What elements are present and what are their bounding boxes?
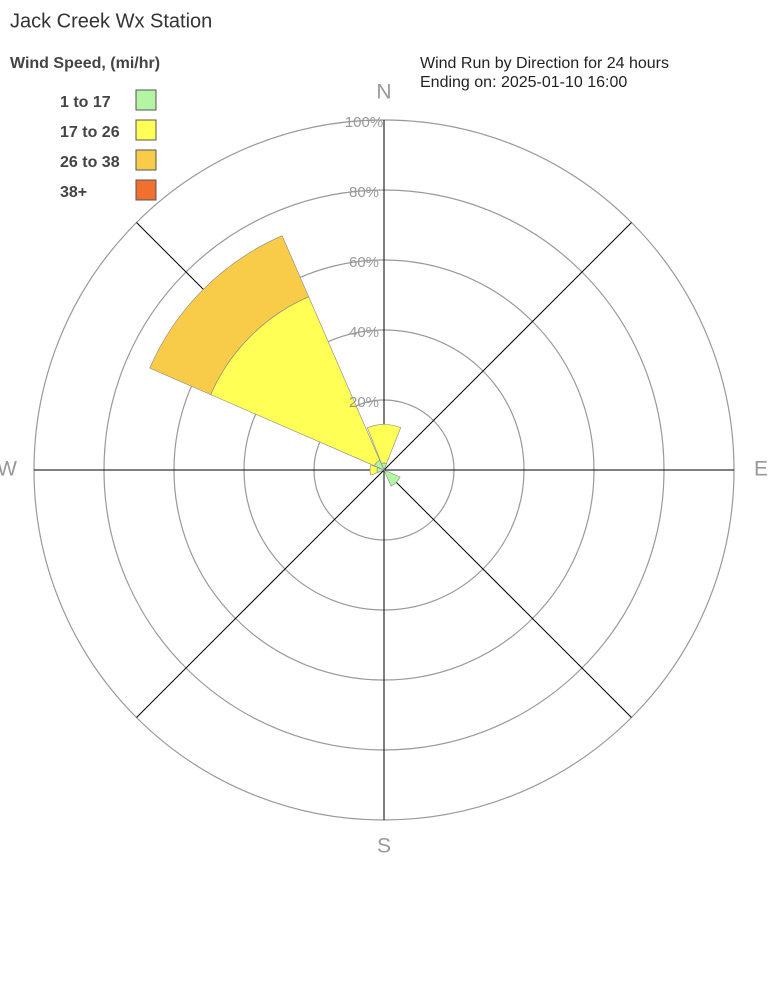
r-tick-label: 20% (349, 394, 379, 411)
wedge (369, 464, 378, 476)
spoke (136, 469, 385, 718)
r-tick-label: 100% (345, 114, 383, 131)
legend-swatch (135, 89, 157, 111)
chart-title: Jack Creek Wx Station (10, 10, 212, 32)
r-tick-label: 80% (349, 184, 379, 201)
legend-label: 1 to 17 (60, 94, 111, 111)
legend-title: Wind Speed, (mi/hr) (10, 55, 160, 72)
compass-label: S (377, 835, 391, 858)
r-tick-label: 60% (349, 254, 379, 271)
compass-label: E (754, 458, 768, 481)
compass-label: N (376, 81, 391, 104)
legend-swatch (135, 119, 157, 141)
legend-label: 38+ (60, 184, 87, 201)
legend-swatch (135, 179, 157, 201)
wedge (383, 469, 401, 487)
spoke (383, 222, 632, 471)
wedge (366, 424, 402, 464)
r-tick-label: 40% (349, 324, 379, 341)
legend-swatch (135, 149, 157, 171)
compass-label: W (0, 458, 17, 481)
subtitle: Ending on: 2025-01-10 16:00 (420, 74, 627, 91)
subtitle: Wind Run by Direction for 24 hours (420, 55, 669, 72)
legend-label: 17 to 26 (60, 124, 120, 141)
spoke (383, 469, 632, 718)
legend-label: 26 to 38 (60, 154, 120, 171)
wedge (149, 235, 310, 396)
